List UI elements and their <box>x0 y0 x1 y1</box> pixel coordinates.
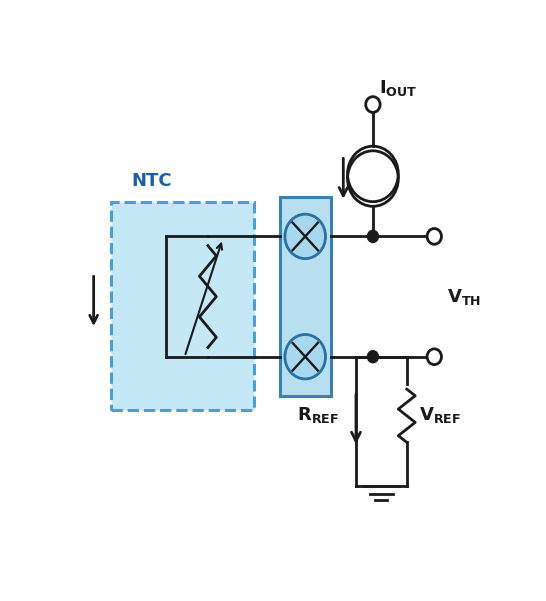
Circle shape <box>366 97 380 112</box>
Polygon shape <box>280 197 331 396</box>
Circle shape <box>367 230 378 242</box>
Text: V$_{\mathregular{TH}}$: V$_{\mathregular{TH}}$ <box>447 287 481 307</box>
Circle shape <box>427 349 442 365</box>
Text: NTC: NTC <box>132 172 173 190</box>
Text: V$_{\mathregular{REF}}$: V$_{\mathregular{REF}}$ <box>419 404 461 424</box>
Circle shape <box>285 335 325 379</box>
Circle shape <box>427 228 442 244</box>
Text: I$_{\mathregular{OUT}}$: I$_{\mathregular{OUT}}$ <box>379 78 418 97</box>
Text: R$_{\mathregular{REF}}$: R$_{\mathregular{REF}}$ <box>297 404 339 424</box>
Polygon shape <box>110 202 254 410</box>
Circle shape <box>367 351 378 363</box>
Circle shape <box>285 214 325 258</box>
